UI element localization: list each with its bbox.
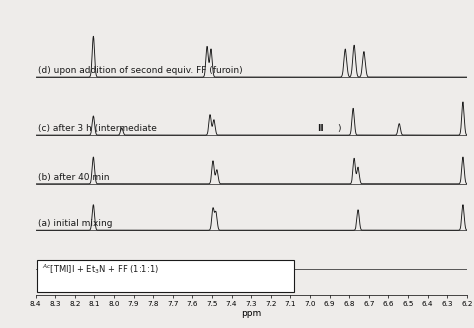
X-axis label: ppm: ppm — [241, 309, 261, 318]
Text: (a) initial mixing: (a) initial mixing — [37, 219, 112, 228]
Text: (c) after 3 h (intermediate: (c) after 3 h (intermediate — [37, 124, 159, 133]
Bar — [36, 260, 294, 292]
Text: $^{Ac}$[TMI]I + Et$_3$N + FF (1:1:1): $^{Ac}$[TMI]I + Et$_3$N + FF (1:1:1) — [42, 262, 159, 276]
Text: ): ) — [337, 124, 341, 133]
Text: (d) upon addition of second equiv. FF (furoin): (d) upon addition of second equiv. FF (f… — [37, 66, 242, 75]
Text: II: II — [318, 124, 324, 133]
Text: (b) after 40 min: (b) after 40 min — [37, 173, 109, 181]
